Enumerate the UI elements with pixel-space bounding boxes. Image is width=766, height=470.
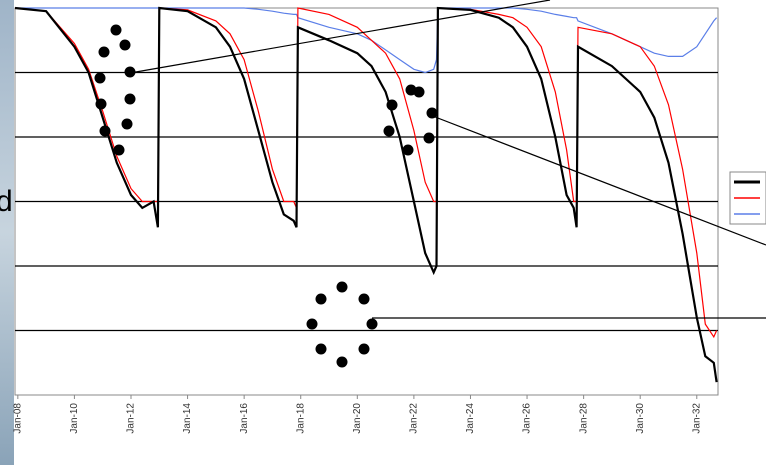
x-tick-label: Jan-20 <box>352 403 363 434</box>
x-tick-label: Jan-18 <box>295 403 306 434</box>
x-tick-label: Jan-22 <box>409 403 420 434</box>
x-tick-label: Jan-12 <box>126 403 137 434</box>
x-tick-label: Jan-30 <box>635 403 646 434</box>
x-tick-label: Jan-10 <box>69 403 80 434</box>
background-strip <box>0 0 14 465</box>
x-tick-label: Jan-16 <box>239 403 250 434</box>
legend <box>730 172 766 224</box>
x-tick-label: Jan-28 <box>578 403 589 434</box>
x-tick-label: Jan-08 <box>12 403 23 434</box>
x-tick-label: Jan-26 <box>522 403 533 434</box>
x-tick-label: Jan-32 <box>691 403 702 434</box>
side-text: d <box>0 185 13 218</box>
x-tick-label: Jan-14 <box>182 403 193 434</box>
x-tick-label: Jan-24 <box>465 403 476 434</box>
